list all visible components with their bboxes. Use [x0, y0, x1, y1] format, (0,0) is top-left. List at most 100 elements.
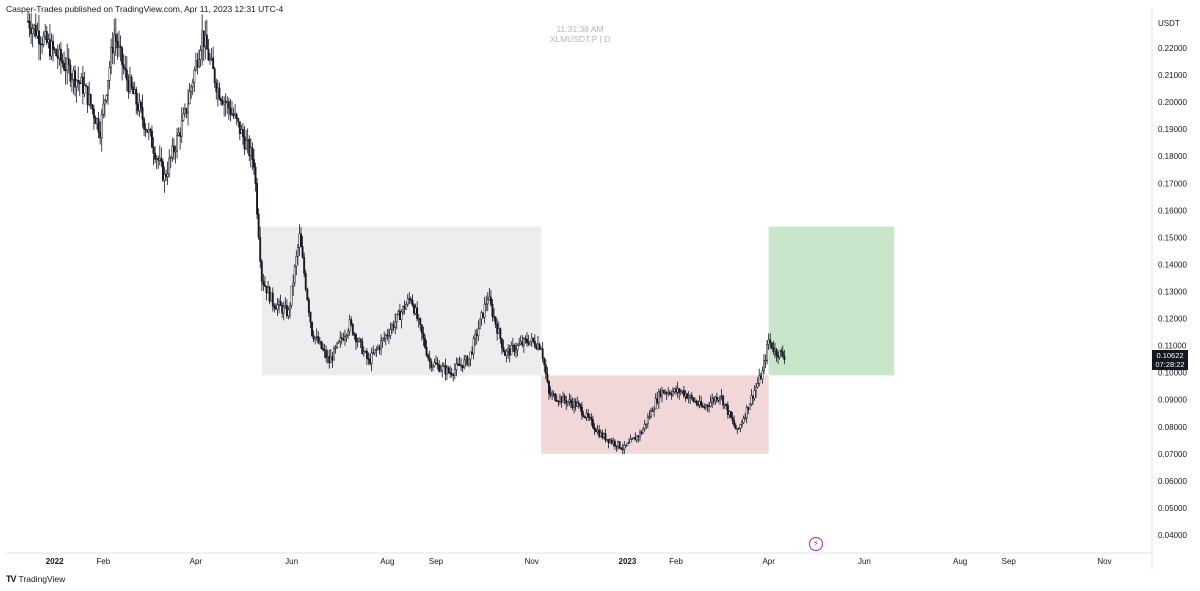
- candle-body: [417, 318, 420, 320]
- candle-body: [53, 48, 56, 50]
- candle-body: [304, 273, 307, 290]
- loss-zone[interactable]: [541, 375, 769, 454]
- candle-body: [739, 424, 742, 429]
- candle-body: [234, 113, 237, 116]
- candle-body: [719, 396, 721, 399]
- candle-body: [328, 356, 331, 364]
- candle-body: [596, 429, 599, 433]
- candle-body: [582, 414, 585, 418]
- candle-body: [317, 336, 320, 344]
- candle-body: [529, 340, 532, 345]
- candle-body: [571, 402, 574, 408]
- candle-body: [364, 351, 367, 353]
- candle-body: [334, 347, 337, 349]
- range-box[interactable]: [261, 226, 542, 376]
- candle-body: [602, 433, 605, 438]
- candle-body: [111, 46, 114, 54]
- candle-body: [273, 305, 276, 309]
- candle-body: [624, 444, 627, 447]
- candle-body: [96, 118, 98, 124]
- candle-body: [714, 396, 717, 402]
- candle-body: [618, 441, 621, 449]
- candle-body: [354, 334, 357, 343]
- candle-body: [45, 31, 48, 43]
- candle-body: [488, 296, 491, 301]
- candle-body: [301, 246, 304, 258]
- candle-body: [628, 441, 630, 444]
- candle-body: [38, 30, 40, 44]
- candle-body: [444, 365, 447, 375]
- candle-body: [543, 358, 546, 366]
- candle-body: [138, 101, 141, 112]
- candle-body: [194, 60, 197, 71]
- candle-body: [198, 59, 200, 68]
- candle-body: [472, 338, 475, 354]
- candle-body: [428, 357, 431, 362]
- candle-body: [741, 422, 743, 425]
- time-tick-label: 2023: [619, 557, 637, 566]
- candle-body: [281, 305, 284, 314]
- price-tick-label: 0.06000: [1158, 477, 1187, 486]
- lightning-icon[interactable]: ⚡: [809, 537, 823, 551]
- time-tick-label: Nov: [1097, 557, 1111, 566]
- profit-zone[interactable]: [768, 226, 895, 376]
- candle-body: [229, 107, 232, 116]
- candle-body: [263, 284, 266, 287]
- price-tick-label: 0.20000: [1158, 98, 1187, 107]
- candle-body: [331, 356, 334, 361]
- candle-body: [526, 338, 528, 343]
- candle-body: [58, 48, 61, 59]
- candle-body: [579, 404, 582, 408]
- candle-body: [161, 161, 164, 181]
- candle-body: [568, 399, 571, 402]
- candle-body: [235, 113, 238, 119]
- candle-body: [577, 402, 580, 405]
- candle-body: [626, 443, 629, 446]
- candle-body: [348, 319, 351, 332]
- candle-body: [402, 305, 404, 313]
- candle-body: [673, 388, 676, 392]
- candle-body: [778, 350, 781, 358]
- candle-body: [463, 359, 466, 369]
- candle-body: [532, 337, 535, 342]
- candle-body: [431, 365, 434, 368]
- candle-body: [651, 410, 654, 412]
- candle-body: [97, 118, 100, 133]
- candle-body: [659, 391, 662, 397]
- candle-body: [780, 350, 783, 352]
- candle-body: [351, 323, 354, 335]
- candle-body: [422, 332, 425, 339]
- candle-body: [257, 214, 260, 238]
- candle-body: [252, 159, 255, 168]
- candle-body: [637, 435, 640, 438]
- price-axis[interactable]: 0.22000 0.21000 0.20000 0.19000 0.18000 0.170…: [1158, 44, 1187, 540]
- candle-body: [563, 395, 566, 401]
- candle-body: [384, 334, 387, 339]
- candle-body: [300, 233, 302, 247]
- candle-body: [667, 392, 670, 394]
- candle-body: [165, 173, 168, 178]
- candle-body: [74, 70, 76, 88]
- candle-body: [763, 360, 765, 372]
- candle-body: [650, 410, 652, 417]
- candle-body: [549, 392, 552, 396]
- candle-body: [322, 348, 324, 350]
- candle-body: [480, 312, 483, 320]
- candle-body: [285, 305, 288, 317]
- candle-body: [433, 362, 436, 367]
- candle-body: [378, 346, 381, 350]
- candle-body: [358, 338, 361, 342]
- candle-body: [279, 301, 282, 307]
- candle-series: [27, 11, 786, 455]
- candle-body: [284, 305, 287, 308]
- candle-body: [314, 337, 317, 340]
- candle-body: [303, 256, 306, 274]
- time-axis[interactable]: 2022 Feb Apr Jun Aug Sep Nov 2023 Feb Apr Jun Aug Se…: [46, 557, 1112, 566]
- candle-body: [656, 398, 659, 403]
- candle-body: [201, 30, 204, 51]
- candle-body: [278, 301, 281, 306]
- candle-body: [105, 94, 108, 101]
- candle-body: [664, 392, 667, 394]
- price-tick-label: 0.13000: [1158, 288, 1187, 297]
